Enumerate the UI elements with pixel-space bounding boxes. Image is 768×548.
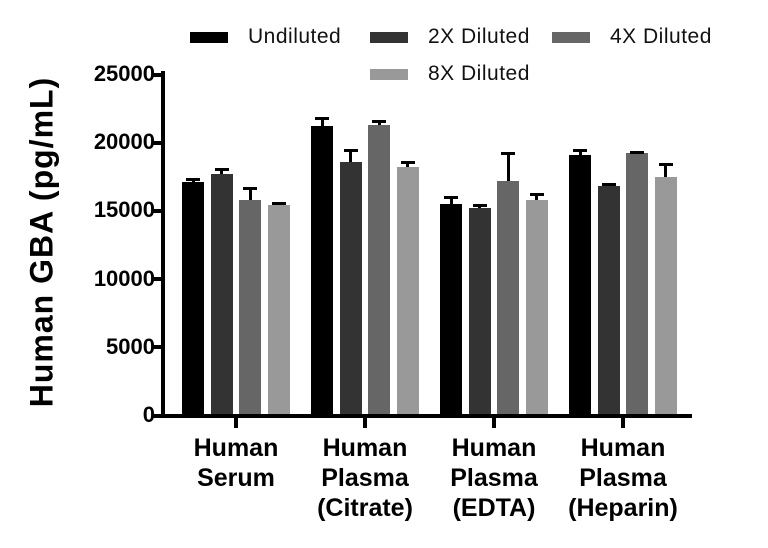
x-axis-tick [363,418,367,428]
error-bar-cap [501,152,516,156]
error-bar-cap [601,182,616,186]
y-axis-line [161,71,165,418]
legend-label-undiluted: Undiluted [248,25,342,48]
x-axis-category-label: Human Serum [193,434,279,492]
legend-label-2x-diluted: 2X Diluted [428,25,530,48]
legend-swatch-4x-diluted [552,31,590,43]
bar-2x-diluted [339,161,362,414]
error-bar-cap [271,201,286,205]
y-axis-tick [153,345,161,350]
bar-4x-diluted [626,153,649,414]
legend-item-8x-diluted: 8X Diluted [370,61,530,87]
y-axis-tick-label: 0 [142,402,155,427]
y-axis-tick [153,140,161,145]
legend-swatch-undiluted [190,31,228,43]
error-bar-stem [578,148,582,155]
error-bar-cap [658,163,673,167]
y-axis-tick [153,208,161,213]
bar-4x-diluted [497,180,520,414]
y-axis-tick-label: 5000 [106,333,155,359]
bar-2x-diluted [597,186,620,414]
x-axis-line [161,414,692,418]
legend-label-4x-diluted: 4X Diluted [610,25,712,48]
x-axis-category-label: Human Plasma (EDTA) [450,434,538,522]
error-bar-stem [535,193,539,200]
error-bar-cap [444,195,459,199]
bar-undiluted [440,203,463,414]
error-bar-cap [400,160,415,164]
error-bar-cap [315,116,330,120]
x-axis-category-label: Human Plasma (Citrate) [317,434,413,522]
error-bar-cap [573,148,588,152]
error-bar-stem [506,152,510,181]
bar-4x-diluted [368,124,391,414]
bar-8x-diluted [525,199,548,414]
legend-item-undiluted: Undiluted [190,24,341,50]
y-axis-tick-label: 10000 [93,265,155,291]
y-axis-tick [153,277,161,282]
error-bar-cap [372,120,387,124]
error-bar-stem [349,148,353,162]
y-axis-tick-label: 20000 [93,129,155,155]
x-axis-tick [492,418,496,428]
error-bar-stem [664,163,668,177]
error-bar-stem [406,160,410,168]
error-bar-cap [529,193,544,197]
x-axis-category-label: Human Plasma (Heparin) [568,434,678,522]
error-bar-cap [186,178,201,182]
error-bar-cap [630,150,645,154]
bar-undiluted [311,126,334,414]
x-axis-tick [234,418,238,428]
bar-undiluted [182,182,205,414]
legend-swatch-8x-diluted [370,68,408,80]
legend-item-2x-diluted: 2X Diluted [370,24,530,50]
error-bar-cap [343,148,358,152]
y-axis-tick [153,72,161,77]
y-axis-tick [153,413,161,418]
legend-item-4x-diluted: 4X Diluted [552,24,712,50]
x-axis-tick [621,418,625,428]
error-bar-stem [220,167,224,174]
error-bar-cap [243,186,258,190]
error-bar-stem [320,116,324,127]
error-bar-cap [472,203,487,207]
bar-8x-diluted [267,205,290,414]
error-bar-stem [449,195,453,204]
error-bar-cap [214,167,229,171]
bar-8x-diluted [396,167,419,414]
bar-8x-diluted [654,176,677,414]
error-bar-stem [248,186,252,200]
legend-label-8x-diluted: 8X Diluted [428,62,530,85]
y-axis-tick-label: 25000 [93,61,155,86]
bar-undiluted [569,154,592,414]
bar-2x-diluted [468,208,491,414]
bar-2x-diluted [210,173,233,414]
y-axis-tick-label: 15000 [93,197,155,223]
legend-swatch-2x-diluted [370,31,408,43]
bar-4x-diluted [239,199,262,414]
